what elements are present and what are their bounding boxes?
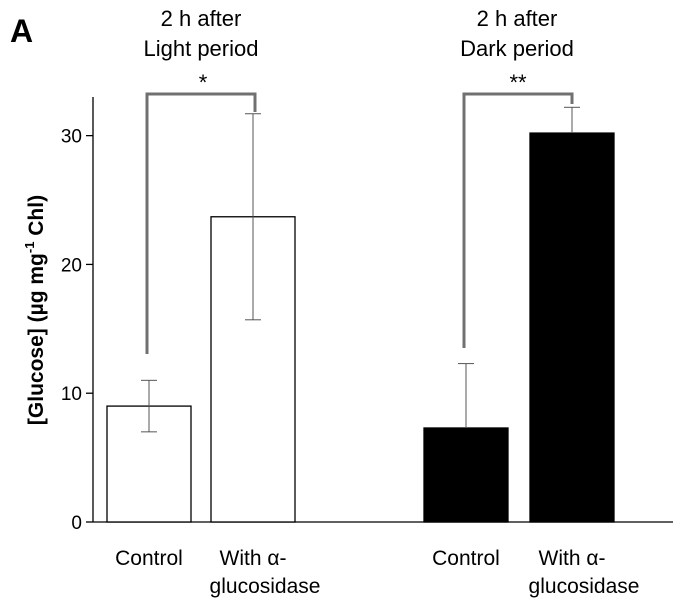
x-tick-label-3: With α- bbox=[539, 547, 606, 570]
significance-light: * bbox=[199, 70, 208, 95]
plot-area: 0 10 20 30 Control With α-glucosidase Control W… bbox=[61, 92, 673, 598]
error-bar-2 bbox=[458, 363, 474, 428]
bar-3 bbox=[529, 132, 615, 523]
y-tick-label-2: 20 bbox=[61, 255, 82, 276]
y-tick-label-0: 0 bbox=[71, 513, 82, 534]
panel-label: A bbox=[10, 13, 33, 49]
error-bar-3 bbox=[564, 106, 580, 134]
x-tick-label-0: Control bbox=[115, 547, 183, 570]
x-tick-label-3-line2: glucosidase bbox=[529, 575, 640, 598]
group-title-dark-line2: Dark period bbox=[460, 36, 574, 61]
y-axis-label: [Glucose] (µg mg-1 Chl) bbox=[22, 195, 48, 425]
x-tick-label-2: Control bbox=[432, 547, 500, 570]
y-axis-label-end: Chl) bbox=[25, 195, 48, 242]
significance-bracket-1 bbox=[462, 92, 574, 348]
group-title-light-line2: Light period bbox=[144, 36, 259, 61]
significance-bracket-0 bbox=[145, 92, 257, 354]
y-axis-label-main: [Glucose] (µg mg bbox=[25, 253, 48, 425]
x-tick-label-1: With α- bbox=[220, 547, 287, 570]
y-tick-label-1: 10 bbox=[61, 384, 82, 405]
group-title-dark-line1: 2 h after bbox=[477, 6, 558, 31]
y-tick-label-3: 30 bbox=[61, 127, 82, 148]
error-bar-0 bbox=[141, 379, 157, 433]
bar-2 bbox=[423, 427, 509, 523]
y-axis-label-sup: -1 bbox=[22, 242, 37, 254]
error-bar-1 bbox=[245, 113, 261, 321]
x-tick-label-1-line2: glucosidase bbox=[210, 575, 321, 598]
group-title-light-line1: 2 h after bbox=[161, 6, 242, 31]
significance-dark: ** bbox=[509, 70, 527, 95]
